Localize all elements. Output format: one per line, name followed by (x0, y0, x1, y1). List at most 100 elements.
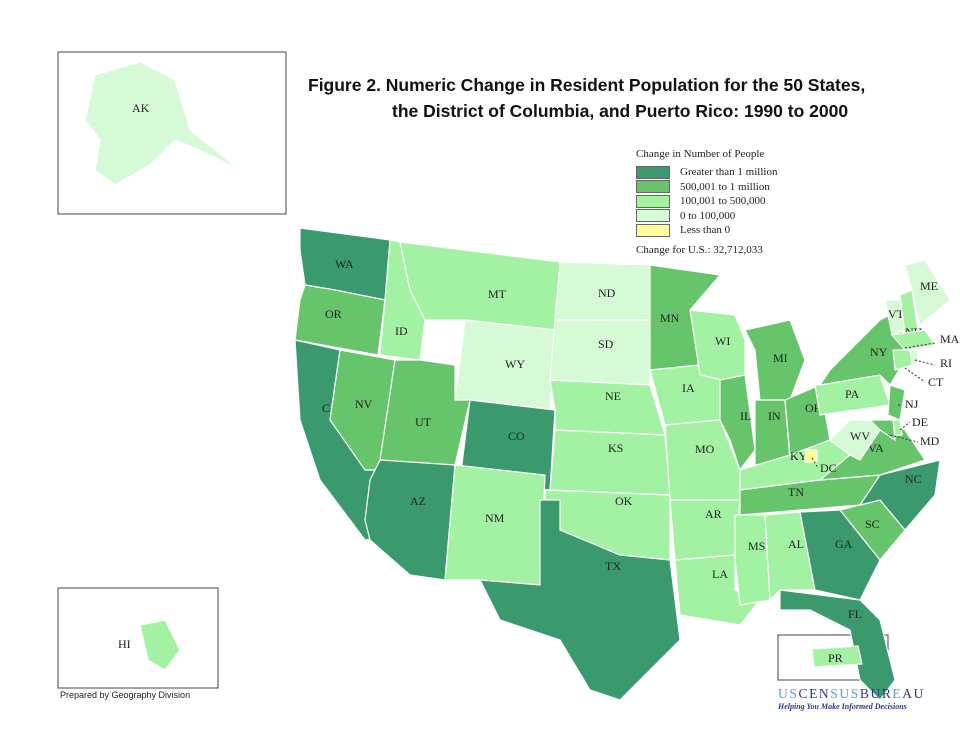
state-label: RI (940, 356, 952, 370)
state-label: AL (788, 537, 804, 551)
state-label: NE (605, 389, 621, 403)
state-sd[interactable] (549, 319, 651, 386)
state-label: IL (740, 409, 751, 423)
state-label: FL (848, 607, 862, 621)
legend-swatch (636, 180, 670, 194)
state-label: ME (920, 279, 938, 293)
leader-line (899, 421, 911, 431)
state-label: VA (868, 441, 884, 455)
state-label: MD (920, 434, 940, 448)
state-ms[interactable] (734, 514, 771, 606)
state-label: MO (695, 442, 715, 456)
state-label: CO (508, 429, 525, 443)
state-mt[interactable] (399, 241, 561, 331)
legend-item: 0 to 100,000 (636, 209, 777, 224)
state-az[interactable] (364, 459, 456, 581)
state-md[interactable] (860, 419, 896, 442)
state-ks[interactable] (549, 429, 671, 496)
state-tx[interactable] (478, 499, 681, 701)
state-dc[interactable] (804, 449, 818, 463)
state-label: OK (615, 494, 633, 508)
leader-line (889, 434, 919, 443)
state-label: NM (485, 511, 505, 525)
legend-label: 0 to 100,000 (680, 209, 736, 222)
state-label: GA (835, 537, 853, 551)
state-ga[interactable] (799, 509, 881, 601)
state-label: OR (325, 307, 342, 321)
state-pr[interactable] (811, 645, 863, 668)
legend-label: Greater than 1 million (680, 166, 778, 179)
state-label: UT (415, 415, 432, 429)
legend-item: 100,001 to 500,000 (636, 194, 777, 209)
hawaii-inset (57, 587, 219, 689)
state-label: WV (850, 429, 870, 443)
state-label: NJ (905, 397, 919, 411)
legend-swatch (636, 165, 670, 179)
state-ma[interactable] (890, 329, 937, 351)
state-label: SD (598, 337, 614, 351)
state-label: NY (870, 345, 888, 359)
state-label: AK (132, 101, 150, 115)
state-label: MT (488, 287, 507, 301)
prepared-by: Prepared by Geography Division (60, 690, 191, 700)
leader-line (904, 342, 936, 349)
state-label: NC (905, 472, 922, 486)
legend-label: Less than 0 (680, 224, 731, 237)
state-me[interactable] (904, 259, 951, 327)
state-label: NV (355, 397, 373, 411)
state-label: IA (682, 381, 695, 395)
state-ut[interactable] (379, 359, 471, 466)
legend-item: 500,001 to 1 million (636, 180, 777, 195)
state-label: PR (828, 651, 843, 665)
legend-item: Greater than 1 million (636, 165, 777, 180)
state-label: TX (605, 559, 621, 573)
leader-line (811, 457, 819, 469)
us-total: Change for U.S.: 32,712,033 (636, 243, 763, 256)
state-or[interactable] (294, 284, 386, 356)
state-label: PA (845, 387, 860, 401)
state-nj[interactable] (887, 384, 906, 421)
state-al[interactable] (764, 511, 816, 602)
state-label: ND (598, 286, 616, 300)
state-hi[interactable] (139, 619, 181, 671)
legend-swatch (636, 223, 670, 237)
state-ri[interactable] (909, 349, 919, 366)
state-label: HI (118, 637, 131, 651)
census-logo: USCENSUSBUREAU Helping You Make Informed… (778, 686, 925, 711)
state-label: AR (705, 507, 722, 521)
legend-swatch (636, 209, 670, 223)
state-wi[interactable] (689, 309, 746, 386)
state-label: MI (773, 351, 788, 365)
state-label: DC (820, 461, 837, 475)
state-label: VT (888, 307, 905, 321)
state-label: MN (660, 311, 680, 325)
state-label: KY (790, 449, 808, 463)
state-label: DE (912, 415, 928, 429)
state-label: KS (608, 441, 623, 455)
state-label: ID (395, 324, 408, 338)
state-label: WY (505, 357, 525, 371)
state-label: LA (712, 567, 728, 581)
state-label: MS (748, 539, 765, 553)
state-ak[interactable] (84, 61, 241, 186)
state-nh[interactable] (899, 289, 919, 336)
state-nv[interactable] (329, 349, 396, 471)
state-label: CT (928, 375, 944, 389)
state-label: SC (865, 517, 880, 531)
state-label: WI (715, 334, 730, 348)
legend-title: Change in Number of People (636, 148, 765, 160)
state-label: IN (768, 409, 781, 423)
state-label: MA (940, 332, 960, 346)
leader-line (914, 359, 936, 366)
legend: Change in Number of People Greater than … (636, 148, 777, 256)
state-ct[interactable] (892, 349, 913, 371)
legend-swatch (636, 194, 670, 208)
state-label: WA (335, 257, 354, 271)
state-label: AZ (410, 494, 426, 508)
state-nm[interactable] (444, 464, 546, 586)
legend-label: 100,001 to 500,000 (680, 195, 766, 208)
legend-item: Less than 0 (636, 223, 777, 238)
state-fl[interactable] (779, 589, 896, 701)
alaska-inset (57, 51, 287, 215)
